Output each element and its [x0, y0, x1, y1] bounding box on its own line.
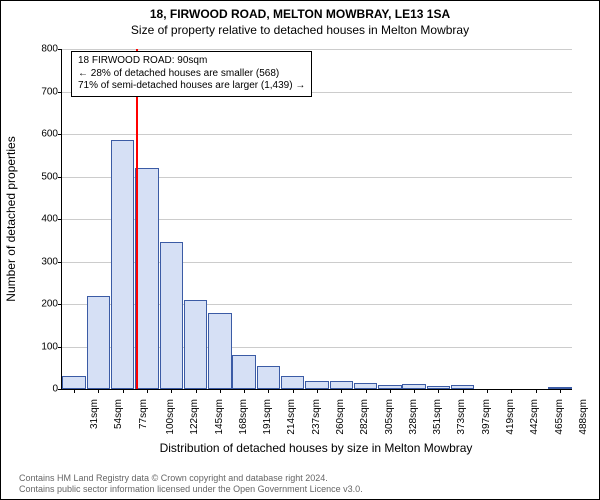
footer-line-2: Contains public sector information licen… — [19, 484, 363, 495]
x-tick-label: 100sqm — [165, 399, 176, 435]
x-tick-label: 31sqm — [89, 399, 100, 429]
x-tick-label: 351sqm — [432, 399, 443, 435]
y-tick-label: 0 — [52, 384, 62, 395]
x-tick-label: 419sqm — [505, 399, 516, 435]
annotation-line-3: 71% of semi-detached houses are larger (… — [78, 80, 305, 93]
x-tick-label: 397sqm — [480, 399, 491, 435]
reference-marker-line — [136, 49, 138, 389]
histogram-bar — [62, 376, 85, 389]
x-tick-label: 373sqm — [456, 399, 467, 435]
x-tick-label: 305sqm — [383, 399, 394, 435]
y-tick-label: 100 — [41, 341, 62, 352]
x-tick-label: 465sqm — [553, 399, 564, 435]
annotation-box: 18 FIRWOOD ROAD: 90sqm ← 28% of detached… — [71, 51, 312, 97]
y-tick-label: 700 — [41, 86, 62, 97]
x-axis-label: Distribution of detached houses by size … — [160, 441, 473, 455]
footer-attribution: Contains HM Land Registry data © Crown c… — [19, 473, 363, 495]
x-tick-label: 442sqm — [529, 399, 540, 435]
x-tick-label: 145sqm — [213, 399, 224, 435]
x-tick-label: 237sqm — [310, 399, 321, 435]
y-tick-label: 500 — [41, 171, 62, 182]
x-tick-label: 260sqm — [335, 399, 346, 435]
histogram-bar — [184, 300, 207, 389]
x-tick-label: 282sqm — [359, 399, 370, 435]
y-axis-label: Number of detached properties — [4, 136, 18, 301]
grid-line — [62, 134, 572, 135]
histogram-bar — [281, 376, 304, 389]
histogram-bar — [111, 140, 134, 389]
plot-area: 010020030040050060070080031sqm54sqm77sqm… — [61, 49, 572, 390]
x-tick-label: 328sqm — [408, 399, 419, 435]
histogram-bar — [135, 168, 158, 389]
y-tick-label: 800 — [41, 44, 62, 55]
x-tick-label: 122sqm — [189, 399, 200, 435]
x-tick-label: 54sqm — [113, 399, 124, 429]
histogram-bar — [208, 313, 231, 390]
y-tick-label: 300 — [41, 256, 62, 267]
annotation-line-2: ← 28% of detached houses are smaller (56… — [78, 68, 305, 81]
x-tick-label: 77sqm — [138, 399, 149, 429]
histogram-bar — [330, 381, 353, 390]
histogram-bar — [257, 366, 280, 389]
title-sub: Size of property relative to detached ho… — [1, 23, 599, 37]
x-tick-label: 488sqm — [578, 399, 589, 435]
histogram-bar — [305, 381, 328, 390]
grid-line — [62, 49, 572, 50]
footer-line-1: Contains HM Land Registry data © Crown c… — [19, 473, 363, 484]
y-tick-label: 600 — [41, 129, 62, 140]
histogram-bar — [87, 296, 110, 390]
chart-container: 18, FIRWOOD ROAD, MELTON MOWBRAY, LE13 1… — [0, 0, 600, 500]
x-tick-label: 168sqm — [238, 399, 249, 435]
x-tick-label: 191sqm — [262, 399, 273, 435]
title-main: 18, FIRWOOD ROAD, MELTON MOWBRAY, LE13 1… — [1, 7, 599, 21]
y-tick-label: 400 — [41, 214, 62, 225]
x-tick-label: 214sqm — [286, 399, 297, 435]
histogram-bar — [160, 242, 183, 389]
y-tick-label: 200 — [41, 299, 62, 310]
annotation-line-1: 18 FIRWOOD ROAD: 90sqm — [78, 55, 305, 68]
histogram-bar — [232, 355, 255, 389]
